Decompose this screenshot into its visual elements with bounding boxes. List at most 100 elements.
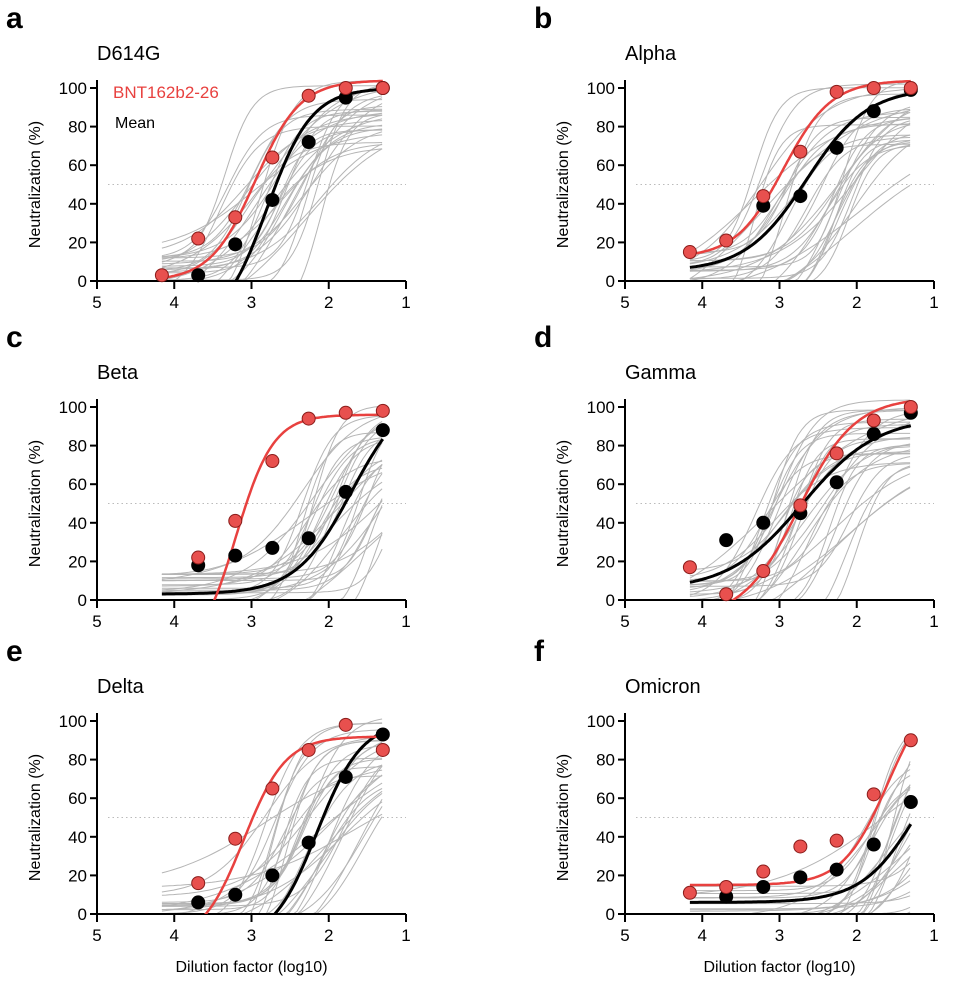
- individual-curve: [161, 481, 383, 600]
- individual-curve: [161, 95, 383, 259]
- individual-curve: [689, 143, 911, 255]
- y-tick-label: 0: [78, 905, 87, 924]
- y-tick-label: 20: [596, 552, 615, 571]
- data-point-bnt162b2-26: [375, 81, 390, 95]
- individual-curve: [161, 148, 383, 281]
- individual-curve: [689, 109, 911, 279]
- data-point-bnt162b2-26: [756, 189, 771, 204]
- x-tick-label: 3: [247, 926, 256, 945]
- individual-curve: [689, 486, 911, 600]
- data-point-mean: [301, 135, 316, 150]
- individual-curve: [161, 798, 383, 914]
- individual-curve: [161, 752, 383, 914]
- data-point-bnt162b2-26: [338, 405, 353, 420]
- y-tick-label: 40: [68, 195, 87, 214]
- x-tick-label: 1: [929, 612, 938, 631]
- individual-curves: [689, 81, 911, 281]
- individual-curve: [689, 456, 911, 587]
- data-point-mean: [719, 533, 734, 548]
- y-tick-label: 20: [68, 552, 87, 571]
- data-point-bnt162b2-26: [228, 513, 243, 528]
- y-tick-label: 100: [587, 79, 615, 98]
- y-tick-label: 0: [606, 272, 615, 291]
- data-point-bnt162b2-26: [756, 864, 771, 879]
- y-tick-label: 60: [596, 475, 615, 494]
- individual-curve: [689, 444, 911, 600]
- individual-curve: [689, 465, 911, 600]
- data-point-mean: [228, 237, 243, 252]
- y-tick-label: 40: [596, 828, 615, 847]
- individual-curve: [689, 856, 911, 914]
- fit-curve-mean: [161, 438, 385, 596]
- y-axis-label: Neutralization (%): [555, 121, 572, 248]
- data-point-bnt162b2-26: [191, 876, 206, 891]
- x-tick-label: 2: [324, 293, 333, 312]
- individual-curve: [689, 422, 911, 593]
- y-tick-label: 20: [596, 233, 615, 252]
- x-tick-label: 5: [92, 926, 101, 945]
- individual-curve: [689, 106, 911, 281]
- y-tick-label: 60: [68, 475, 87, 494]
- x-tick-label: 3: [775, 612, 784, 631]
- panel-title: Delta: [97, 676, 145, 698]
- x-tick-label: 3: [775, 926, 784, 945]
- panel-letter: f: [534, 635, 545, 668]
- individual-curve: [689, 891, 911, 910]
- individual-curve: [161, 500, 383, 575]
- y-tick-label: 0: [78, 272, 87, 291]
- y-tick-label: 100: [59, 79, 87, 98]
- data-point-mean: [338, 484, 353, 499]
- data-point-bnt162b2-26: [338, 81, 353, 95]
- x-tick-label: 1: [929, 926, 938, 945]
- x-tick-label: 2: [852, 926, 861, 945]
- y-tick-label: 100: [587, 398, 615, 417]
- data-point-mean: [903, 795, 918, 810]
- individual-curve: [689, 761, 911, 914]
- data-point-mean: [265, 192, 280, 207]
- individual-curve: [161, 148, 383, 281]
- y-tick-label: 80: [68, 751, 87, 770]
- x-tick-label: 1: [929, 293, 938, 312]
- legend-mean: Mean: [115, 115, 155, 132]
- x-tick-label: 5: [620, 612, 629, 631]
- individual-curve: [161, 131, 383, 265]
- data-point-bnt162b2-26: [866, 413, 881, 428]
- data-point-bnt162b2-26: [793, 498, 808, 513]
- data-point-mean: [191, 268, 206, 283]
- individual-curve: [161, 431, 383, 600]
- panel-title: Gamma: [625, 362, 697, 384]
- panel-letter: e: [6, 635, 23, 668]
- x-tick-label: 5: [92, 612, 101, 631]
- individual-curve: [689, 139, 911, 281]
- individual-curve: [161, 463, 383, 580]
- individual-curve: [161, 792, 383, 914]
- data-point-mean: [228, 887, 243, 902]
- individual-curve: [161, 129, 383, 262]
- data-point-bnt162b2-26: [265, 150, 280, 165]
- data-point-mean: [829, 475, 844, 490]
- individual-curve: [161, 125, 383, 281]
- data-point-bnt162b2-26: [793, 839, 808, 854]
- data-point-bnt162b2-26: [682, 885, 697, 900]
- panel-d: d Gamma 0 20 40 60 80 100 5 4 3 2 1 Neutralization (%…: [534, 321, 939, 631]
- x-tick-label: 4: [698, 926, 707, 945]
- data-point-bnt162b2-26: [154, 268, 169, 283]
- panel-letter: d: [534, 321, 552, 354]
- data-point-bnt162b2-26: [829, 833, 844, 848]
- individual-curve: [689, 184, 911, 281]
- x-tick-label: 5: [620, 293, 629, 312]
- data-point-mean: [829, 140, 844, 155]
- y-tick-label: 20: [68, 233, 87, 252]
- y-tick-label: 0: [606, 591, 615, 610]
- individual-curve: [689, 813, 911, 914]
- y-tick-label: 80: [596, 437, 615, 456]
- individual-curve: [161, 505, 383, 600]
- x-tick-label: 3: [775, 293, 784, 312]
- panel-title: Beta: [97, 362, 139, 384]
- data-point-bnt162b2-26: [301, 742, 316, 757]
- data-point-mean: [265, 540, 280, 555]
- individual-curve: [689, 867, 911, 914]
- individual-curve: [161, 106, 383, 281]
- individual-curve: [689, 145, 911, 272]
- data-point-bnt162b2-26: [829, 84, 844, 99]
